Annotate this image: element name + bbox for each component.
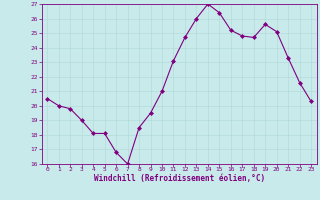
X-axis label: Windchill (Refroidissement éolien,°C): Windchill (Refroidissement éolien,°C)	[94, 174, 265, 183]
